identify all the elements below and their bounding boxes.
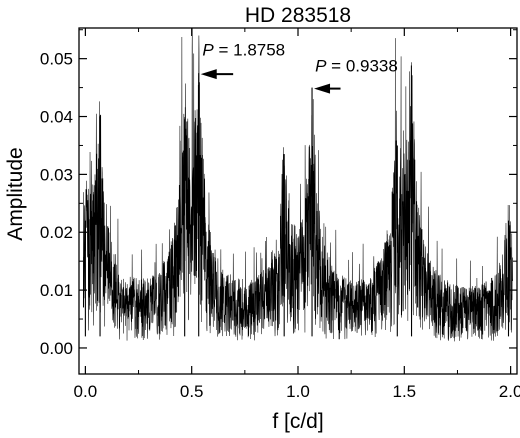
y-tick-label-2: 0.02 — [40, 223, 73, 242]
x-tick-label-0: 0.0 — [74, 382, 98, 401]
x-tick-label-4: 2.0 — [499, 382, 520, 401]
y-tick-label-5: 0.05 — [40, 50, 73, 69]
chart-title: HD 283518 — [245, 4, 351, 27]
annotation-label-value-1: = 0.9338 — [326, 57, 397, 76]
annotation-label-italic-0: P — [202, 40, 214, 59]
y-tick-label-3: 0.03 — [40, 165, 73, 184]
x-axis-title: f [c/d] — [272, 410, 323, 433]
annotation-label-0: P = 1.8758 — [202, 40, 285, 59]
annotation-arrow-head-0 — [200, 69, 217, 80]
amplitude-spectrum-line — [82, 28, 514, 342]
plot-area: 0.0 0.5 1.0 1.5 2.0 0.00 0.01 0.02 0.03 0.04 0.05 P… — [40, 27, 520, 401]
annotation-label-value-0: = 1.8758 — [214, 40, 285, 59]
x-tick-label-3: 1.5 — [392, 382, 416, 401]
y-tick-label-4: 0.04 — [40, 108, 73, 127]
annotation-label-1: P = 0.9338 — [315, 57, 398, 76]
y-axis-title: Amplitude — [4, 147, 27, 240]
x-tick-label-1: 0.5 — [180, 382, 204, 401]
annotation-arrow-head-1 — [314, 83, 331, 94]
annotation-label-italic-1: P — [315, 57, 327, 76]
y-tick-label-0: 0.00 — [40, 339, 73, 358]
x-tick-label-2: 1.0 — [286, 382, 310, 401]
y-tick-label-1: 0.01 — [40, 281, 73, 300]
